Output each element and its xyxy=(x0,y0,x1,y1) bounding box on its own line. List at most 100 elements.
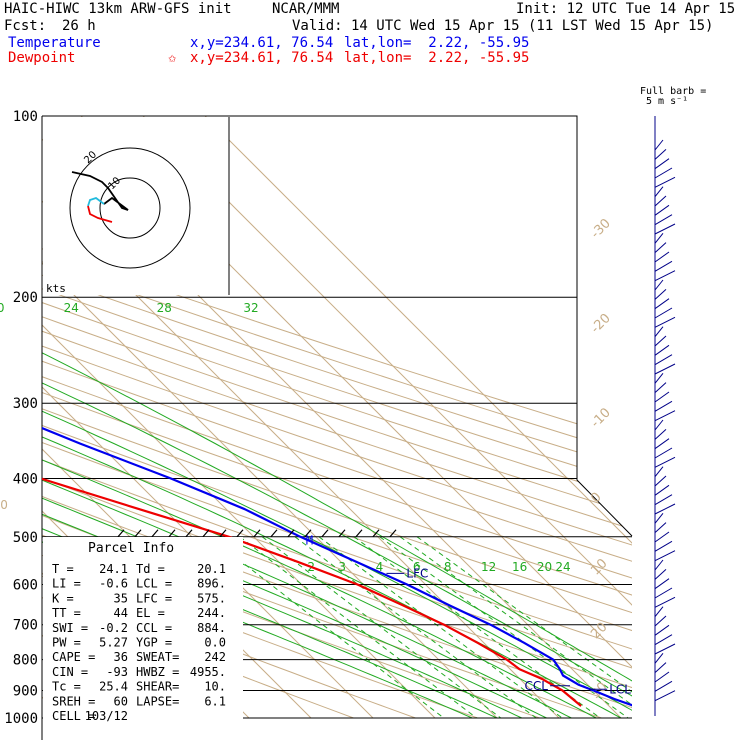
wind-barb-flag xyxy=(654,195,667,207)
wind-barb xyxy=(654,568,667,580)
wind-barb xyxy=(654,503,676,515)
pressure-tick-label: 400 xyxy=(13,471,38,487)
isotherm-label: 10 xyxy=(588,556,610,578)
wind-barb xyxy=(654,204,670,216)
wind-barb-flag xyxy=(654,624,670,636)
hodograph-background xyxy=(43,117,229,295)
wind-barb xyxy=(654,298,670,310)
hodograph-trace-mid xyxy=(87,196,105,207)
wind-barb xyxy=(654,466,664,477)
theta-e-label: 24 xyxy=(64,301,79,315)
grid-labels: -80-70-60-50-40-30-20-100102030370380390… xyxy=(0,216,614,702)
dewpoint-star-icon: ✩ xyxy=(168,50,177,66)
parcel-key: K = xyxy=(52,591,74,605)
isotherm-label: -30 xyxy=(588,216,614,242)
dry-adiabat-line xyxy=(42,116,632,719)
wind-barb xyxy=(654,596,676,608)
temperature-xy: x,y=234.61, 76.54 xyxy=(190,35,334,51)
isotherm-line xyxy=(204,116,632,719)
wind-barb-flag xyxy=(654,522,667,534)
valid-time: Valid: 14 UTC Wed 15 Apr 15 (11 LST Wed … xyxy=(292,18,714,34)
wind-barb-flag xyxy=(654,288,667,300)
wind-barb xyxy=(654,475,667,487)
wind-barb-flag xyxy=(654,260,673,272)
pressure-axis: 100 200 300 400 500 600 700 800 900 1000 xyxy=(4,109,38,727)
wind-barb xyxy=(654,354,673,366)
parcel-key: PW = xyxy=(52,636,81,650)
parcel-value: 5.27 xyxy=(99,636,128,650)
wind-barb xyxy=(654,382,667,394)
parcel-info-box: Parcel Info T = 24.1 Td = 20.1 LI = -0.6 LCL = 8… xyxy=(43,537,243,737)
parcel-value: 244. xyxy=(197,606,226,620)
dry-adiabat-line xyxy=(42,116,416,719)
wind-barb-flag xyxy=(654,494,673,506)
dry-adiabat-line xyxy=(42,116,632,719)
parcel-value: 6.1 xyxy=(204,694,226,708)
parcel-value: 884. xyxy=(197,621,226,635)
mixing-ratio-label: 6 xyxy=(413,560,421,574)
wind-barb xyxy=(654,550,676,562)
parcel-value: 242 xyxy=(204,650,226,664)
wind-barb xyxy=(654,326,664,337)
dewpoint-latlon: lat,lon= 2.22, -55.95 xyxy=(344,50,530,66)
parcel-key: CELL = xyxy=(52,709,95,723)
dry-adiabat-line xyxy=(42,116,632,719)
parcel-key: T = xyxy=(52,562,74,576)
parcel-value: 896. xyxy=(197,577,226,591)
wind-barb-flag xyxy=(654,214,673,226)
parcel-value: 25.4 xyxy=(99,680,128,694)
parcel-key: SWEAT= xyxy=(136,650,179,664)
dry-adiabat-line xyxy=(42,116,632,719)
stability-tick xyxy=(236,529,244,538)
wind-barb xyxy=(654,316,676,328)
stability-tick xyxy=(253,529,261,538)
wind-barb xyxy=(654,447,673,459)
dry-adiabat-line xyxy=(42,116,632,719)
wind-barb-flag xyxy=(654,531,670,543)
init-time: Init: 12 UTC Tue 14 Apr 15 xyxy=(516,1,736,17)
wind-barb-flag xyxy=(654,382,667,394)
mixing-ratio-line xyxy=(416,536,632,719)
parcel-value: 44 xyxy=(114,606,128,620)
parcel-key: Td = xyxy=(136,562,165,576)
wind-barb xyxy=(654,158,670,170)
theta-e-label: 20 xyxy=(0,301,5,315)
stability-tick xyxy=(117,529,125,538)
wind-barb xyxy=(654,578,670,590)
isotherm-label: 20 xyxy=(588,620,610,642)
dry-adiabat-line xyxy=(42,116,632,719)
stability-tick xyxy=(304,529,312,538)
temperature-latlon: lat,lon= 2.22, -55.95 xyxy=(344,35,530,51)
wind-barb xyxy=(654,373,664,384)
profiles: M xyxy=(42,116,632,708)
hodograph-ring-outer xyxy=(69,147,191,269)
wind-barb xyxy=(654,363,676,375)
wind-barb-flag xyxy=(654,578,670,590)
parcel-key: TT = xyxy=(52,606,81,620)
barb-scale-title: Full barb = xyxy=(640,86,707,97)
mixing-ratio-line xyxy=(379,536,629,719)
wind-barb xyxy=(654,662,667,674)
isotherm-line xyxy=(42,116,374,719)
parcel-key: SREH = xyxy=(52,694,95,708)
level-marker-label: LFC xyxy=(406,566,428,580)
stability-tick xyxy=(134,529,142,538)
parcel-key: LCL = xyxy=(136,577,172,591)
isotherm-line xyxy=(0,116,1,718)
wind-barb xyxy=(654,606,664,617)
wind-barb-flag xyxy=(654,653,664,664)
wind-barb xyxy=(654,559,664,571)
parcel-value: 24.1 xyxy=(99,562,128,576)
dry-adiabat-line xyxy=(42,116,632,719)
wind-barb-flag xyxy=(654,643,676,655)
wind-barb xyxy=(654,176,676,188)
wind-barb xyxy=(654,344,670,356)
wind-barb-flag xyxy=(654,391,670,403)
wind-barb-flag xyxy=(654,615,667,627)
stability-tick xyxy=(321,529,329,538)
wind-barb xyxy=(654,195,667,207)
temperature-legend-label: Temperature xyxy=(8,35,101,51)
pressure-tick-label: 900 xyxy=(13,683,38,699)
mixing-ratio-label: 3 xyxy=(338,560,346,574)
wind-barb xyxy=(654,643,676,655)
